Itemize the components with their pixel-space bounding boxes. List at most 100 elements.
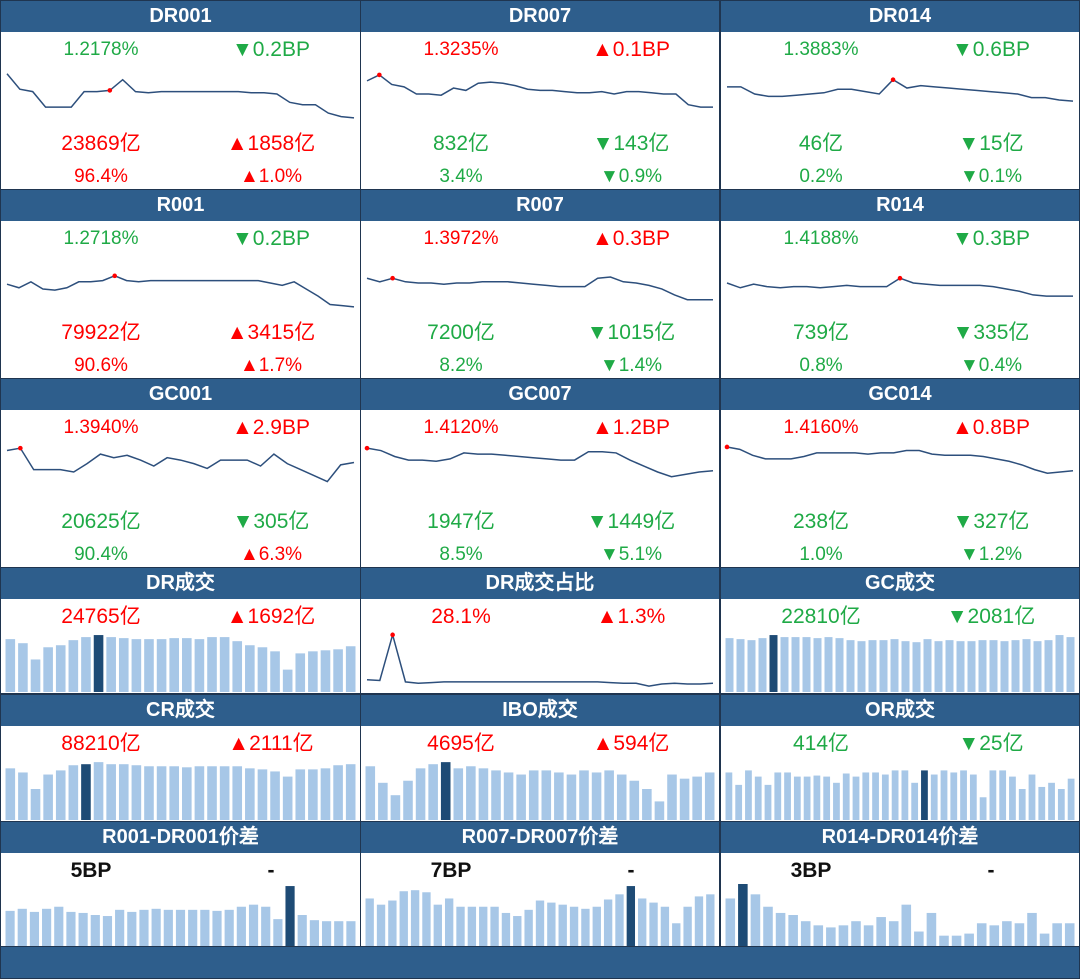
rate-change: ▼0.6BP [952,38,1030,61]
bar [5,768,16,820]
bar [558,904,567,946]
rate-change: ▲0.3BP [592,227,670,250]
bar [1055,635,1064,692]
bar [5,639,16,692]
bar [378,782,388,820]
bar [144,766,154,820]
bar [989,770,997,820]
bar [403,780,413,820]
bar [1064,923,1075,946]
bar [660,906,670,946]
bar [346,921,356,946]
bar-chart [5,635,356,692]
bar [501,912,511,946]
bar [547,902,556,946]
bar [415,768,426,820]
bar [106,637,116,692]
bar [912,642,921,692]
bar [978,640,987,692]
bar [106,764,116,820]
bar [890,639,899,692]
volume-change: ▼15亿 [958,132,1024,155]
bar [467,906,477,946]
share-change: ▼5.1% [599,544,663,565]
share-value: 8.2% [439,355,483,376]
bar [745,770,752,820]
series-line [727,78,1074,102]
share-value: 96.4% [74,166,128,187]
bar [1067,778,1075,820]
volume-value: 24765亿 [61,605,141,628]
peak-marker [390,632,395,638]
bar [838,925,849,946]
bar [629,780,640,820]
bar [604,770,614,820]
bar [774,772,782,820]
bar [282,669,293,692]
bar [725,898,736,946]
spread-panel-2: R014-DR014价差 3BP - [720,821,1080,947]
spread-panel-0: R001-DR001价差 5BP - [0,821,361,947]
bar [535,900,545,946]
bar [775,912,786,946]
bar [261,906,271,946]
bar-highlight [738,884,748,946]
bar [236,906,246,946]
rate-panel-r014: R014 1.4188% ▼0.3BP 739亿 ▼335亿 0.8% ▼0.4% [720,189,1080,379]
series-line [6,73,355,119]
bar [453,768,464,820]
bar [388,900,397,946]
line-chart [366,275,713,301]
panel-title: CR成交 [1,695,360,726]
bar [524,909,533,946]
bar [862,772,870,820]
rate-panel-dr014: DR014 1.3883% ▼0.6BP 46亿 ▼15亿 0.2% ▼0.1% [720,0,1080,190]
panel-title: DR014 [721,1,1079,32]
bar [813,638,822,692]
panel-title: IBO成交 [361,695,719,726]
bar [118,764,129,820]
share-value: 1.0% [799,544,843,565]
bar [503,772,514,820]
bar [248,904,259,946]
panel-title: GC014 [721,379,1079,410]
panel-title: GC001 [1,379,360,410]
bar [320,650,331,692]
volume-change: ▼1015亿 [586,321,676,344]
volume-value: 88210亿 [61,732,141,755]
bar [934,641,943,692]
bar [478,768,489,820]
peak-marker [897,275,903,281]
series-line [6,447,355,483]
bar [297,915,307,946]
bar [960,770,967,820]
share-value: 90.4% [74,544,128,565]
bar [270,651,280,692]
bar [428,764,438,820]
bar [200,909,210,946]
rate-value: 1.3940% [63,417,139,438]
bar [207,637,217,692]
bar [667,774,677,820]
bar [273,919,283,946]
share-change: ▲1.0% [239,166,303,187]
bar [245,768,255,820]
bar [333,765,343,820]
panel-title: GC007 [361,379,719,410]
bar-chart [725,884,1075,946]
bar [842,773,850,820]
bar [930,774,938,820]
peak-marker [364,445,370,451]
bar [365,766,376,820]
bar [207,766,217,820]
bar-highlight [921,770,928,820]
bar [692,776,702,820]
bar [800,921,811,946]
bar [156,766,167,820]
volume-panel-3: CR成交 88210亿 ▲2111亿 [0,694,361,822]
bar [245,645,255,692]
bar [257,647,268,692]
bar [813,925,824,946]
series-line [726,446,1074,474]
bar [852,776,860,820]
